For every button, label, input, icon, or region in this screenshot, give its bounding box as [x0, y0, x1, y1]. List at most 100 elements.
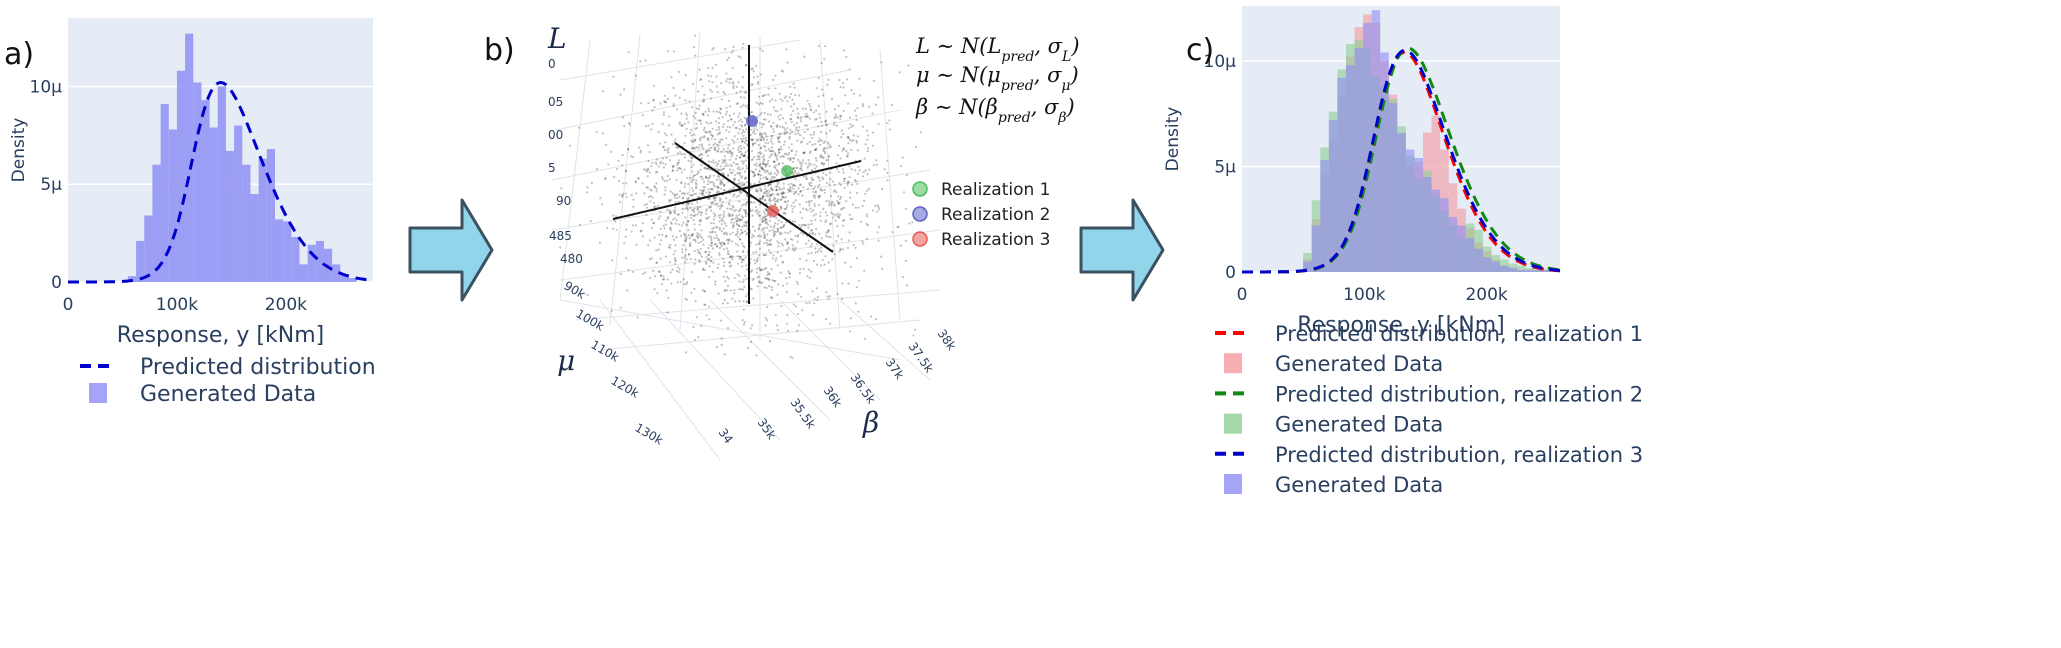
scatter-point — [829, 222, 832, 225]
scatter-point — [825, 159, 828, 162]
scatter-point — [770, 288, 774, 291]
scatter-point — [694, 174, 697, 177]
scatter-point — [697, 90, 700, 93]
scatter-point — [811, 290, 814, 293]
scatter-point — [694, 300, 697, 303]
scatter-point — [717, 205, 720, 208]
scatter-point — [762, 139, 765, 142]
scatter-point — [729, 105, 732, 108]
scatter-point — [682, 278, 685, 281]
scatter-point — [710, 121, 713, 124]
scatter-point — [756, 235, 760, 238]
scatter-point — [706, 154, 710, 157]
scatter-point — [746, 221, 749, 224]
scatter-point — [756, 209, 759, 212]
scatter-point — [833, 108, 837, 111]
scatter-point — [725, 72, 728, 75]
scatter-point — [757, 151, 760, 155]
scatter-point — [772, 78, 775, 81]
histogram-bar — [201, 100, 210, 282]
scatter-point — [644, 271, 647, 274]
scatter-point — [683, 283, 686, 286]
scatter-point — [756, 212, 759, 216]
scatter-point — [759, 223, 762, 226]
histogram-bar — [1465, 238, 1475, 272]
scatter-point — [702, 113, 705, 116]
scatter-point — [772, 233, 776, 236]
scatter-point — [814, 213, 818, 216]
scatter-point — [808, 151, 812, 154]
scatter-point — [768, 183, 771, 186]
scatter-point — [717, 239, 720, 242]
scatter-point — [797, 172, 800, 175]
scatter-point — [669, 190, 672, 193]
scatter-point — [715, 346, 718, 349]
scatter-point — [705, 150, 708, 153]
scatter-point — [842, 248, 845, 251]
scatter-point — [745, 300, 749, 303]
equation-part: β — [915, 95, 935, 119]
legend-label: Realization 1 — [941, 180, 1051, 200]
scatter-point — [769, 251, 773, 255]
scatter-point — [683, 192, 687, 196]
scatter-point — [704, 166, 707, 169]
scatter-point — [684, 99, 687, 102]
scatter-point — [778, 186, 781, 189]
scatter-point — [683, 156, 687, 159]
scatter-point — [754, 168, 758, 171]
scatter-point — [765, 214, 768, 218]
scatter-point — [696, 232, 699, 235]
scatter-point — [805, 200, 808, 204]
scatter-point — [877, 206, 880, 209]
scatter-point — [710, 255, 713, 259]
scatter-point — [736, 230, 739, 233]
scatter-point — [806, 99, 809, 102]
scatter-point — [693, 228, 696, 231]
scatter-point — [703, 186, 707, 189]
scatter-point — [847, 181, 850, 184]
scatter-point — [700, 211, 703, 214]
scatter-point — [891, 231, 894, 234]
scatter-point — [703, 290, 706, 293]
scatter-point — [722, 220, 725, 223]
scatter-point — [669, 212, 672, 215]
scatter-point — [672, 143, 675, 146]
scatter-point — [763, 227, 766, 230]
scatter-point — [715, 161, 718, 164]
scatter-point — [771, 189, 774, 192]
scatter-point — [851, 124, 854, 127]
scatter-point — [823, 263, 826, 266]
scatter-point — [758, 227, 761, 230]
scatter-point — [767, 243, 771, 246]
scatter-point — [812, 131, 816, 134]
scatter-point — [724, 164, 727, 168]
scatter-point — [664, 141, 667, 144]
scatter-point — [649, 188, 652, 191]
scatter-point — [799, 257, 802, 260]
scatter-point — [754, 210, 758, 213]
scatter-point — [627, 148, 630, 151]
scatter-point — [698, 68, 701, 71]
scatter-point — [679, 280, 682, 283]
legend-box-swatch — [1224, 353, 1242, 374]
scatter-point — [702, 113, 705, 116]
scatter-point — [690, 146, 693, 149]
scatter-point — [802, 159, 805, 162]
scatter-point — [771, 279, 774, 282]
scatter-point — [727, 242, 730, 245]
scatter-point — [684, 216, 687, 219]
histogram-bar — [1440, 198, 1449, 272]
scatter-point — [692, 233, 695, 236]
scatter-point — [768, 199, 771, 202]
scatter-point — [741, 231, 744, 234]
scatter-point — [755, 164, 758, 167]
scatter-point — [767, 93, 770, 96]
scatter-point — [712, 226, 716, 230]
scatter-point — [738, 181, 741, 184]
scatter-point — [754, 206, 758, 209]
scatter-point — [720, 203, 723, 207]
scatter-point — [723, 233, 726, 236]
scatter-point — [735, 222, 738, 225]
scatter-point — [730, 208, 734, 211]
